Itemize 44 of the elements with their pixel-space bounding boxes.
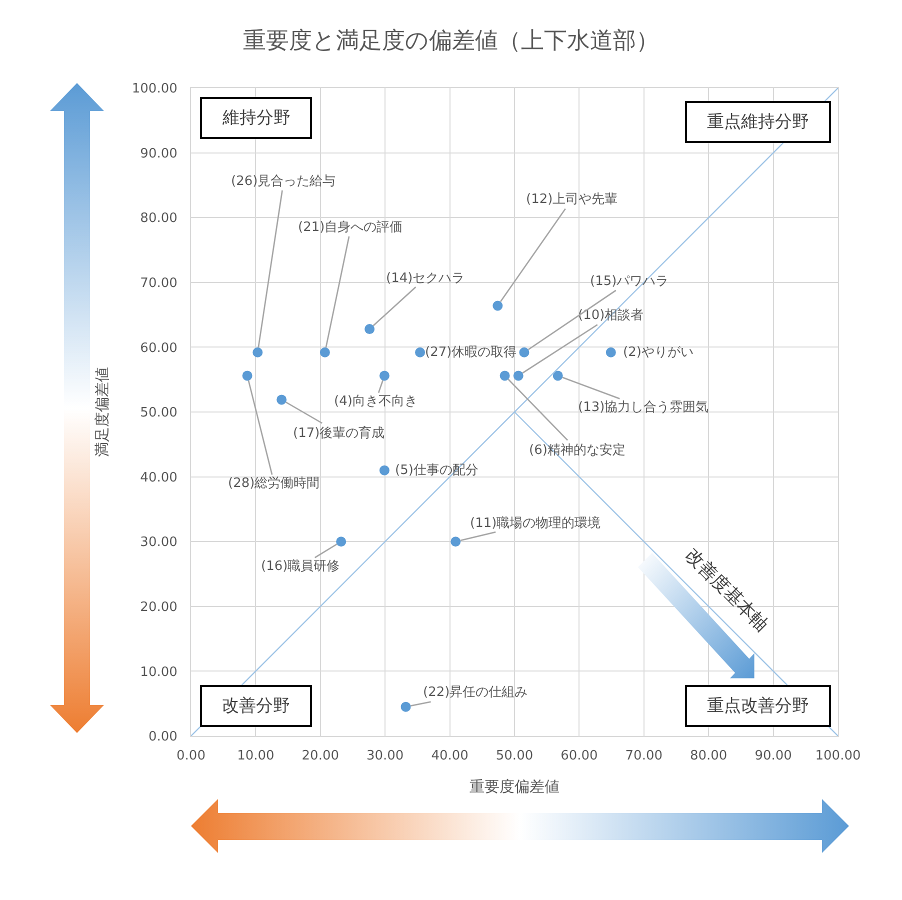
x-tick-label: 60.00 <box>560 748 598 764</box>
annotation: (16)職員研修 <box>261 559 340 574</box>
y-tick-label: 10.00 <box>140 664 178 680</box>
annotation: 重点改善分野 <box>707 696 809 716</box>
annotation: (2)やりがい <box>623 345 694 360</box>
x-tick-label: 10.00 <box>237 748 274 764</box>
y-tick-label: 80.00 <box>140 211 178 226</box>
y-tick-label: 60.00 <box>140 340 178 356</box>
x-tick-label: 80.00 <box>690 748 728 764</box>
x-tick-label: 100.00 <box>815 748 861 764</box>
annotation: (28)総労働時間 <box>228 476 320 491</box>
y-tick-label: 50.00 <box>140 406 178 421</box>
y-tick-label: 30.00 <box>140 535 178 550</box>
y-axis-title: 満足度偏差値 <box>93 367 112 457</box>
x-tick-label: 50.00 <box>496 748 534 764</box>
annotation: 改善度基本軸 <box>681 544 772 636</box>
annotation: (11)職場の物理的環境 <box>470 515 601 531</box>
annotation: 改善分野 <box>222 696 290 716</box>
annotation: (12)上司や先輩 <box>526 192 618 207</box>
x-tick-label: 70.00 <box>625 748 663 764</box>
annotation: (4)向き不向き <box>334 394 418 409</box>
annotation: (26)見合った給与 <box>231 174 336 189</box>
y-tick-label: 100.00 <box>132 82 178 97</box>
annotation: (27)休暇の取得 <box>425 345 517 360</box>
annotation: 維持分野 <box>222 108 290 128</box>
annotation: (17)後輩の育成 <box>293 425 385 441</box>
y-tick-label: 90.00 <box>140 146 178 162</box>
y-tick-label: 0.00 <box>148 730 178 745</box>
x-tick-label: 20.00 <box>302 748 340 764</box>
x-tick-label: 90.00 <box>754 748 792 764</box>
y-tick-label: 20.00 <box>140 600 178 615</box>
x-tick-label: 30.00 <box>366 748 404 764</box>
x-axis-title: 重要度偏差値 <box>470 778 560 796</box>
y-tick-label: 40.00 <box>140 470 178 486</box>
x-tick-label: 0.00 <box>176 748 206 764</box>
annotation: 重点維持分野 <box>707 112 809 132</box>
annotation: (14)セクハラ <box>386 271 465 286</box>
chart-title: 重要度と満足度の偏差値（上下水道部） <box>243 28 659 54</box>
annotation: (13)協力し合う雰囲気 <box>578 400 709 415</box>
annotation: (15)パワハラ <box>590 274 669 289</box>
x-tick-label: 40.00 <box>431 748 468 764</box>
annotation: (21)自身への評価 <box>298 220 403 235</box>
annotation: (22)昇任の仕組み <box>423 685 528 700</box>
y-tick-label: 70.00 <box>140 276 178 291</box>
